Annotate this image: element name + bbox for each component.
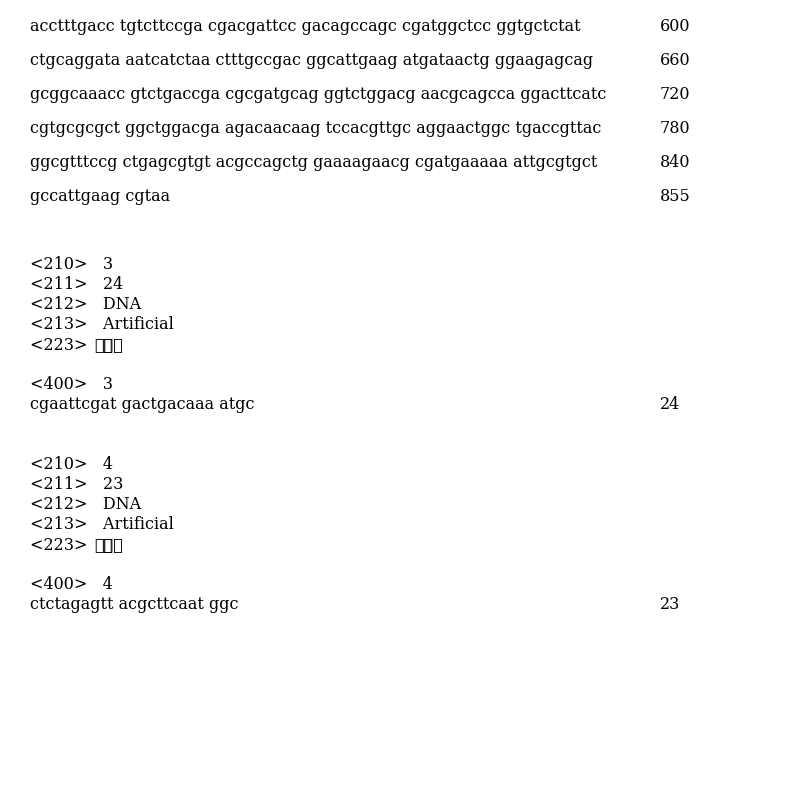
Text: 向引物: 向引物 [94, 535, 123, 553]
Text: cgtgcgcgct ggctggacga agacaacaag tccacgttgc aggaactggc tgaccgttac: cgtgcgcgct ggctggacga agacaacaag tccacgt… [30, 119, 602, 137]
Text: <211>   23: <211> 23 [30, 476, 123, 492]
Text: 840: 840 [660, 154, 690, 171]
Text: <211>   24: <211> 24 [30, 276, 123, 293]
Text: gccattgaag cgtaa: gccattgaag cgtaa [30, 188, 170, 205]
Text: <223>   正: <223> 正 [30, 335, 113, 353]
Text: ctgcaggata aatcatctaa ctttgccgac ggcattgaag atgataactg ggaagagcag: ctgcaggata aatcatctaa ctttgccgac ggcattg… [30, 52, 593, 69]
Text: 780: 780 [660, 119, 690, 137]
Text: 855: 855 [660, 188, 690, 205]
Text: gcggcaaacc gtctgaccga cgcgatgcag ggtctggacg aacgcagcca ggacttcatc: gcggcaaacc gtctgaccga cgcgatgcag ggtctgg… [30, 86, 606, 103]
Text: 660: 660 [660, 52, 690, 69]
Text: 24: 24 [660, 395, 680, 412]
Text: <213>   Artificial: <213> Artificial [30, 516, 174, 533]
Text: <223>   反: <223> 反 [30, 535, 113, 553]
Text: <210>   3: <210> 3 [30, 256, 113, 273]
Text: cgaattcgat gactgacaaa atgc: cgaattcgat gactgacaaa atgc [30, 395, 254, 412]
Text: 23: 23 [660, 595, 680, 612]
Text: <210>   4: <210> 4 [30, 456, 113, 472]
Text: <213>   Artificial: <213> Artificial [30, 316, 174, 333]
Text: <400>   3: <400> 3 [30, 375, 113, 392]
Text: 向引物: 向引物 [94, 335, 123, 353]
Text: <212>   DNA: <212> DNA [30, 296, 141, 313]
Text: acctttgacc tgtcttccga cgacgattcc gacagccagc cgatggctcc ggtgctctat: acctttgacc tgtcttccga cgacgattcc gacagcc… [30, 18, 581, 35]
Text: ggcgtttccg ctgagcgtgt acgccagctg gaaaagaacg cgatgaaaaa attgcgtgct: ggcgtttccg ctgagcgtgt acgccagctg gaaaaga… [30, 154, 598, 171]
Text: <400>   4: <400> 4 [30, 575, 113, 592]
Text: <212>   DNA: <212> DNA [30, 496, 141, 512]
Text: ctctagagtt acgcttcaat ggc: ctctagagtt acgcttcaat ggc [30, 595, 238, 612]
Text: 720: 720 [660, 86, 690, 103]
Text: 600: 600 [660, 18, 690, 35]
